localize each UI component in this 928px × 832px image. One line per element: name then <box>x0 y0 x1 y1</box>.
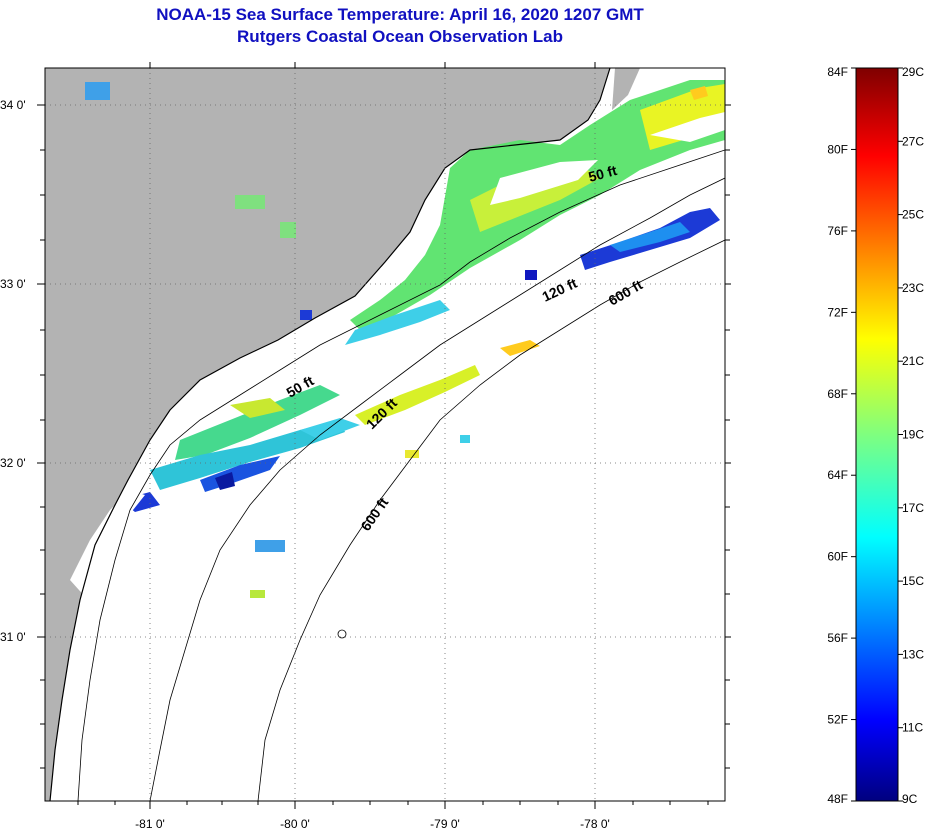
colorbar-f-label: 52F <box>827 713 848 727</box>
colorbar-f-label: 64F <box>827 468 848 482</box>
chart-subtitle: Rutgers Coastal Ocean Observation Lab <box>237 27 563 46</box>
map-frame <box>44 67 726 802</box>
colorbar-f-label: 60F <box>827 550 848 564</box>
colorbar-c-label: 13C <box>902 647 924 661</box>
isobath-50ft <box>77 149 725 801</box>
colorbar-f-label: 68F <box>827 387 848 401</box>
isobath-600ft <box>257 239 725 801</box>
lat-label-34: 34 0' <box>0 98 26 112</box>
colorbar-c-label: 9C <box>902 792 918 806</box>
colorbar-f-label: 76F <box>827 224 848 238</box>
land-mass <box>45 68 610 801</box>
colorbar-c-label: 21C <box>902 354 924 368</box>
chart-title: NOAA-15 Sea Surface Temperature: April 1… <box>156 5 644 24</box>
lat-label-31: 31 0' <box>0 630 26 644</box>
colorbar-f-label: 72F <box>827 305 848 319</box>
lon-label-81: -81 0' <box>135 817 165 831</box>
colorbar-c-label: 23C <box>902 281 924 295</box>
colorbar-f-label: 56F <box>827 631 848 645</box>
lon-label-79: -79 0' <box>430 817 460 831</box>
colorbar-c-label: 17C <box>902 501 924 515</box>
colorbar-c-label: 19C <box>902 428 924 442</box>
contour-label-50ft-north: 50 ft <box>587 162 619 185</box>
colorbar-f-label: 84F <box>827 65 848 79</box>
colorbar-c-label: 25C <box>902 208 924 222</box>
lat-label-32: 32 0' <box>0 456 26 470</box>
colorbar-c-label: 29C <box>902 65 924 79</box>
sst-patch-mid-shelf <box>345 300 450 345</box>
sst-patch-south-shelf <box>175 385 340 460</box>
colorbar-c-label: 11C <box>902 721 923 735</box>
color-bar <box>855 67 899 802</box>
lat-label-33: 33 0' <box>0 277 26 291</box>
colorbar-c-label: 15C <box>902 574 924 588</box>
graticule <box>45 68 725 801</box>
colorbar-f-label: 80F <box>827 142 848 156</box>
isobath-120ft <box>149 177 725 801</box>
coastline <box>49 68 611 801</box>
lon-label-78: -78 0' <box>580 817 610 831</box>
colorbar-f-label: 48F <box>827 792 848 806</box>
colorbar-c-label: 27C <box>902 134 924 148</box>
axis-ticks <box>37 62 731 809</box>
lon-label-80: -80 0' <box>280 817 310 831</box>
